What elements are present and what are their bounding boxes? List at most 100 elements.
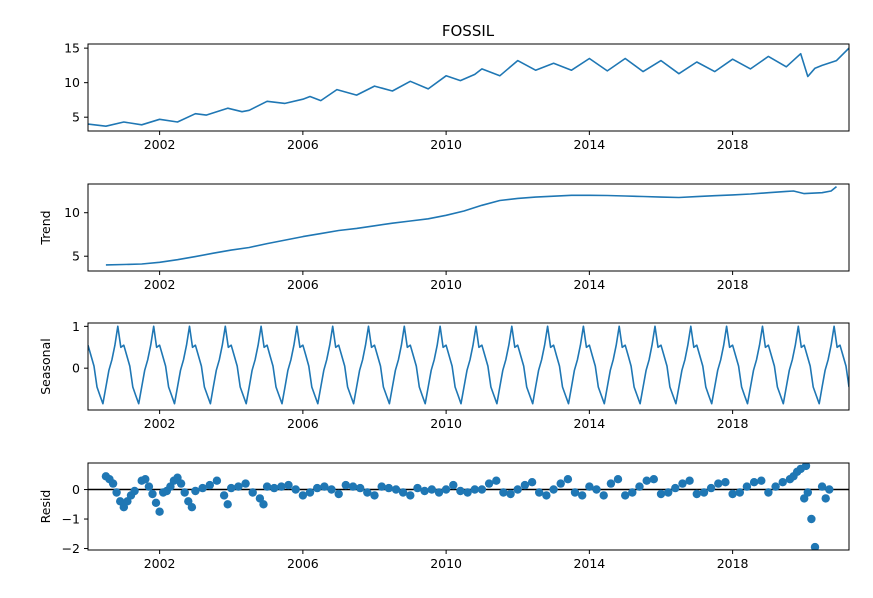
x-tick-label: 2014 [573, 416, 605, 431]
y-tick-label: 0 [72, 482, 80, 497]
resid-point [578, 491, 587, 500]
x-tick-label: 2010 [430, 277, 462, 292]
resid-point [649, 475, 658, 484]
resid-point [757, 476, 766, 485]
resid-point [692, 489, 701, 499]
y-tick-label: 15 [64, 41, 80, 56]
resid-point [356, 483, 365, 493]
resid-point [706, 483, 716, 493]
resid-point [642, 476, 651, 485]
plot-area [88, 325, 849, 405]
resid-point [549, 485, 558, 494]
resid-panel: 2002 2006 2010 2014 2018 −2 −1 0 Resid [38, 462, 850, 571]
resid-point [108, 479, 118, 488]
x-tick-label: 2002 [144, 277, 176, 292]
y-axis-label: Trend [38, 210, 53, 245]
resid-point [592, 485, 601, 494]
resid-point [420, 486, 429, 496]
resid-point [513, 485, 522, 494]
x-tick-label: 2018 [717, 416, 749, 431]
resid-point [259, 500, 268, 509]
y-tick-label: −1 [62, 512, 80, 527]
axes-frame [87, 322, 850, 411]
y-tick-label: 0 [72, 361, 80, 376]
resid-point [227, 483, 236, 493]
resid-point [284, 480, 293, 490]
axes-frame [87, 183, 850, 272]
y-tick-label: 10 [64, 205, 80, 220]
resid-point [801, 463, 811, 471]
axes-frame [87, 43, 850, 132]
x-tick-label: 2002 [144, 556, 176, 571]
resid-point [563, 475, 573, 484]
resid-point [817, 482, 827, 491]
x-tick-label: 2014 [573, 556, 605, 571]
resid-point [427, 485, 436, 494]
y-axis-label: Seasonal [38, 338, 53, 395]
plot-area [88, 47, 849, 127]
resid-point [656, 489, 666, 499]
x-tick-label: 2014 [573, 137, 605, 152]
resid-point [248, 488, 257, 497]
resid-point [506, 489, 515, 499]
resid-point [825, 485, 834, 494]
observed-panel: 2002 2006 2010 2014 2018 5 10 15 [64, 41, 850, 152]
series-line [105, 185, 838, 266]
resid-point [187, 503, 197, 512]
resid-point [470, 485, 479, 494]
resid-point [223, 500, 232, 509]
resid-point [241, 479, 250, 488]
x-tick-label: 2010 [430, 137, 462, 152]
x-tick-label: 2010 [430, 556, 462, 571]
resid-point [151, 498, 161, 507]
resid-point [764, 488, 773, 497]
series-line [88, 47, 849, 127]
resid-point [370, 491, 379, 500]
resid-point [821, 494, 830, 503]
resid-point [270, 483, 279, 493]
resid-point [155, 507, 164, 516]
y-axis-label: Resid [38, 490, 53, 524]
resid-point [320, 482, 329, 491]
resid-point [144, 482, 154, 491]
resid-point [434, 488, 444, 497]
resid-point [219, 491, 229, 500]
resid-point [262, 482, 272, 491]
resid-point [635, 482, 644, 491]
resid-point [671, 483, 680, 493]
x-tick-label: 2010 [430, 416, 462, 431]
resid-point [699, 488, 709, 497]
resid-point [778, 478, 787, 487]
resid-point [130, 486, 139, 496]
resid-point [377, 482, 386, 491]
resid-point [721, 478, 730, 487]
resid-point [391, 485, 401, 494]
x-tick-label: 2006 [287, 137, 319, 152]
y-tick-label: 5 [72, 110, 80, 125]
resid-point [148, 489, 157, 499]
resid-point [277, 482, 286, 491]
resid-point [606, 479, 616, 488]
resid-point [449, 480, 458, 490]
resid-point [570, 488, 580, 497]
resid-point [327, 485, 336, 494]
resid-point [234, 482, 243, 491]
resid-point [664, 488, 673, 497]
resid-point [456, 486, 465, 496]
resid-point [463, 488, 472, 497]
resid-point [803, 488, 812, 497]
resid-point [807, 514, 816, 524]
resid-point [334, 489, 343, 499]
resid-point [180, 488, 189, 497]
resid-point [685, 476, 694, 485]
trend-panel: 2002 2006 2010 2014 2018 5 10 Trend [38, 183, 850, 292]
y-tick-label: 5 [72, 249, 80, 264]
x-tick-label: 2018 [717, 556, 749, 571]
resid-point [742, 482, 752, 491]
resid-point [621, 491, 630, 500]
resid-point [749, 478, 759, 487]
resid-point [176, 479, 186, 488]
y-tick-label: 10 [64, 75, 80, 90]
resid-point [198, 483, 207, 493]
